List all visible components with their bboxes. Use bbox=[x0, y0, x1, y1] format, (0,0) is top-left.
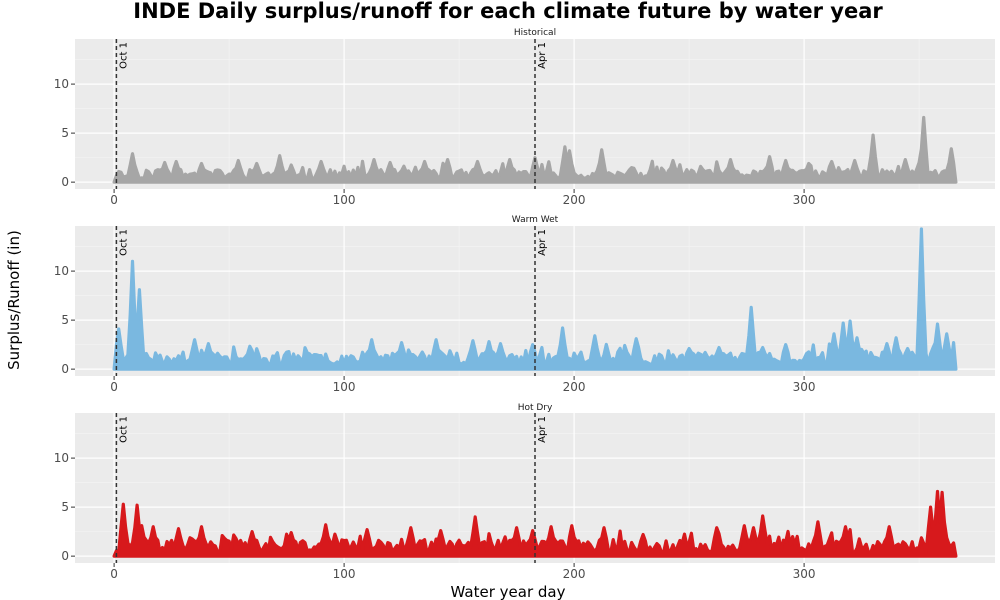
x-tick-label: 100 bbox=[333, 567, 356, 581]
series-area bbox=[112, 227, 958, 371]
y-tick-label: 5 bbox=[61, 500, 69, 514]
x-tick-label: 300 bbox=[793, 567, 816, 581]
y-tick-label: 10 bbox=[54, 77, 69, 91]
reference-line-label: Apr 1 bbox=[537, 42, 548, 69]
reference-line-label: Apr 1 bbox=[537, 229, 548, 256]
facet-strip-label: Historical bbox=[514, 28, 556, 38]
facet-strip-label: Warm Wet bbox=[512, 215, 559, 225]
facet-strip-label: Hot Dry bbox=[518, 403, 553, 413]
y-tick-label: 5 bbox=[61, 313, 69, 327]
series-area bbox=[112, 115, 958, 184]
reference-line-label: Oct 1 bbox=[118, 416, 129, 443]
x-tick-label: 200 bbox=[563, 380, 586, 394]
reference-line-label: Apr 1 bbox=[537, 416, 548, 443]
x-tick-label: 200 bbox=[563, 193, 586, 207]
x-tick-label: 100 bbox=[333, 193, 356, 207]
reference-line-label: Oct 1 bbox=[118, 229, 129, 256]
chart-title: INDE Daily surplus/runoff for each clima… bbox=[133, 0, 883, 23]
x-tick-label: 300 bbox=[793, 380, 816, 394]
x-tick-label: 100 bbox=[333, 380, 356, 394]
x-tick-label: 0 bbox=[110, 567, 118, 581]
x-tick-label: 300 bbox=[793, 193, 816, 207]
x-tick-label: 0 bbox=[110, 380, 118, 394]
y-tick-label: 0 bbox=[61, 362, 69, 376]
series-area bbox=[112, 489, 958, 558]
y-tick-label: 0 bbox=[61, 175, 69, 189]
y-tick-label: 10 bbox=[54, 264, 69, 278]
y-tick-label: 5 bbox=[61, 126, 69, 140]
x-axis-title: Water year day bbox=[451, 583, 566, 600]
y-tick-label: 10 bbox=[54, 451, 69, 465]
reference-line-label: Oct 1 bbox=[118, 42, 129, 69]
x-tick-label: 0 bbox=[110, 193, 118, 207]
y-tick-label: 0 bbox=[61, 549, 69, 563]
y-axis-title: Surplus/Runoff (in) bbox=[5, 230, 23, 370]
x-tick-label: 200 bbox=[563, 567, 586, 581]
